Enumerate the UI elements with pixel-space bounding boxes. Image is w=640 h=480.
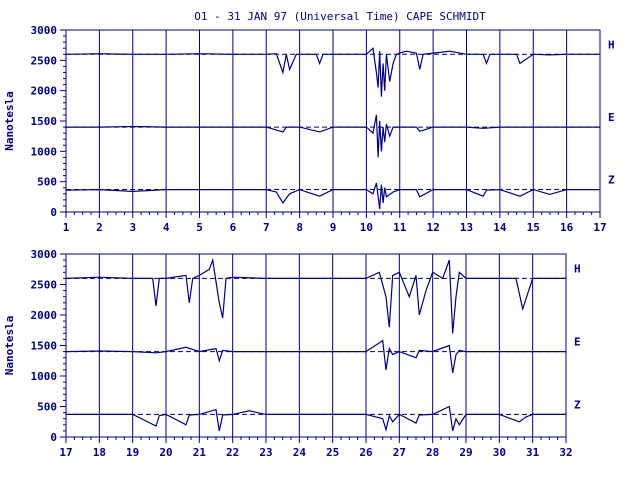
series-label-z: Z: [608, 174, 615, 187]
series-label-e: E: [608, 111, 615, 124]
x-tick-label: 31: [526, 446, 540, 459]
x-tick-label: 13: [460, 221, 473, 234]
x-tick-label: 21: [193, 446, 207, 459]
y-tick-label: 0: [50, 206, 57, 219]
x-tick-label: 10: [360, 221, 373, 234]
x-tick-label: 8: [296, 221, 303, 234]
top-panel: 1 2 3 4 5 6 7 8 9 10 11 12 13 14 15 16 17050010001500200…: [3, 24, 615, 234]
x-tick-label: 26: [359, 446, 373, 459]
figure-title: O1 - 31 JAN 97 (Universal Time) CAPE SCH…: [194, 10, 486, 23]
series-line-z: [65, 182, 600, 210]
y-tick-label: 3000: [31, 24, 58, 37]
bottom-panel: 17 18 19 20 21 22 23 24 25 26 27 28 29 30 31 32 0 500 1000…: [3, 248, 581, 459]
x-tick-label: 16: [560, 221, 574, 234]
series-label-e: E: [574, 336, 581, 349]
x-tick-label: 6: [230, 221, 237, 234]
y-tick-label: 2000: [31, 309, 58, 322]
y-tick-label: 1500: [31, 115, 58, 128]
y-tick-label: 1000: [31, 145, 58, 158]
series-line-z: [66, 405, 566, 433]
x-tick-label: 17: [59, 446, 72, 459]
x-tick-label: 5: [196, 221, 203, 234]
y-axis-label: Nanotesla: [3, 316, 16, 376]
x-tick-label: 2: [96, 221, 103, 234]
y-tick-label: 1000: [31, 370, 58, 383]
series-label-z: Z: [574, 398, 581, 411]
x-tick-label: 12: [427, 221, 440, 234]
y-tick-label: 2500: [31, 279, 58, 292]
x-tick-label: 11: [393, 221, 407, 234]
y-tick-label: 2000: [31, 85, 58, 98]
x-tick-label: 19: [126, 446, 139, 459]
y-tick-label: 0: [50, 431, 57, 444]
x-tick-label: 4: [163, 221, 170, 234]
x-tick-label: 20: [159, 446, 172, 459]
x-tick-label: 27: [393, 446, 406, 459]
x-tick-label: 25: [326, 446, 339, 459]
x-tick-label: 7: [263, 221, 270, 234]
chart-panels: 1 2 3 4 5 6 7 8 9 10 11 12 13 14 15 16 17050010001500200…: [3, 24, 615, 459]
plot-frame: [65, 253, 567, 438]
x-tick-label: 1: [63, 221, 70, 234]
y-tick-label: 500: [37, 401, 57, 414]
x-tick-label: 9: [330, 221, 337, 234]
x-tick-label: 28: [426, 446, 439, 459]
x-tick-label: 32: [559, 446, 572, 459]
series-line-h: [65, 46, 600, 97]
series-line-e: [66, 114, 600, 158]
x-tick-label: 15: [527, 221, 540, 234]
series-line-e: [65, 339, 566, 374]
x-tick-label: 30: [493, 446, 506, 459]
x-tick-label: 29: [459, 446, 472, 459]
x-tick-label: 23: [259, 446, 272, 459]
x-tick-label: 14: [493, 221, 507, 234]
x-tick-label: 24: [293, 446, 307, 459]
y-tick-label: 3000: [31, 248, 58, 261]
y-tick-label: 2500: [31, 54, 58, 67]
series-line-h: [65, 257, 566, 334]
x-tick-label: 3: [129, 221, 136, 234]
series-label-h: H: [608, 38, 615, 51]
x-tick-label: 18: [93, 446, 106, 459]
series-label-h: H: [574, 262, 581, 275]
x-tick-label: 17: [593, 221, 606, 234]
y-tick-label: 500: [37, 176, 57, 189]
y-axis-label: Nanotesla: [3, 91, 16, 151]
y-tick-label: 1500: [31, 340, 58, 353]
x-tick-label: 22: [226, 446, 239, 459]
